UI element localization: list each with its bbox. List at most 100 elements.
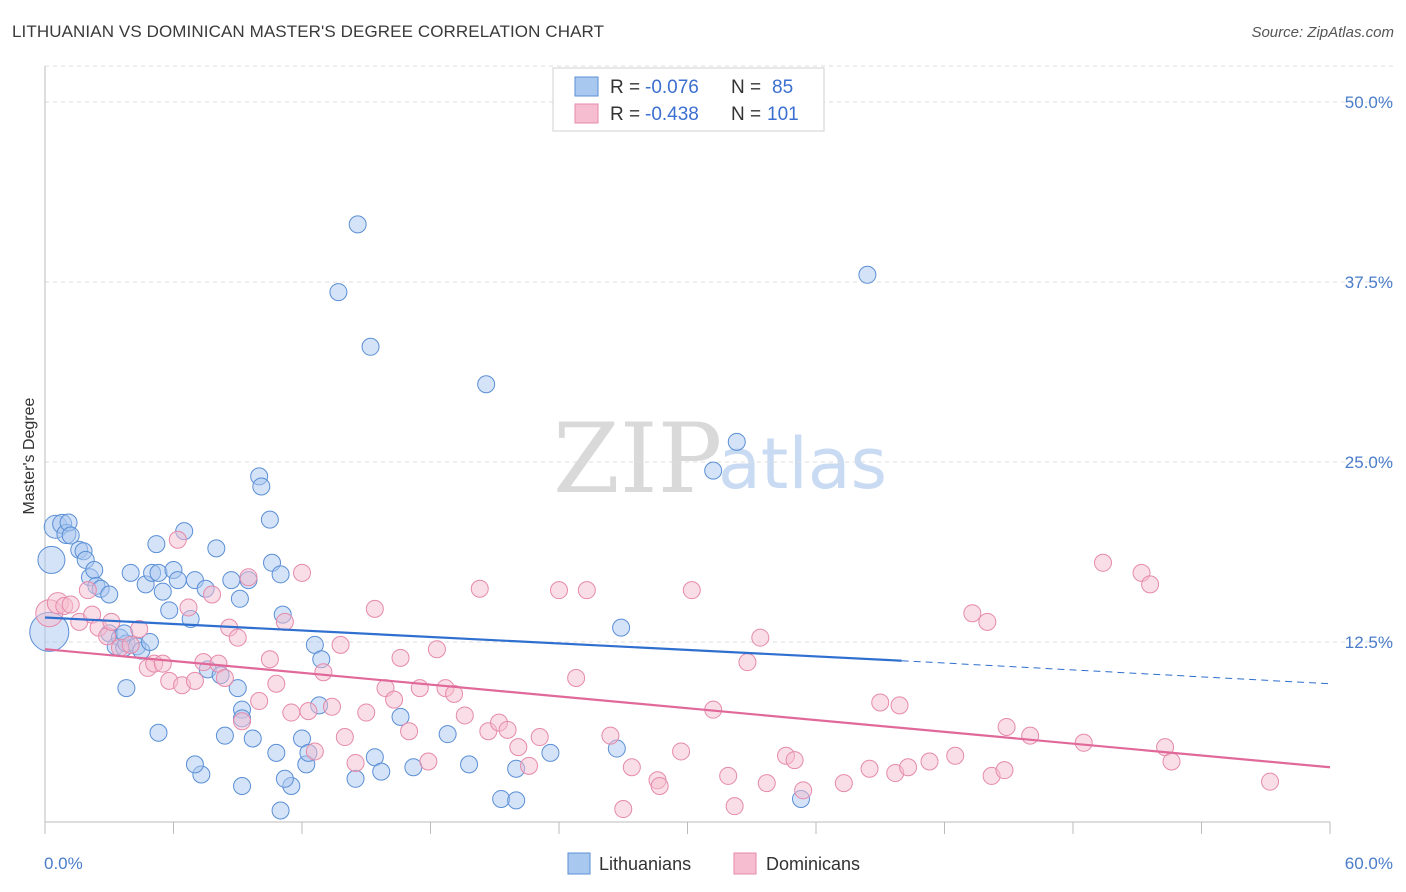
lithuanians-point	[121, 563, 140, 582]
dominicans-trend-line	[44, 648, 1331, 769]
dominicans-point	[672, 742, 691, 761]
stats-legend: R = -0.076 N = 85 R = -0.438 N = 101	[552, 67, 825, 132]
dominicans-point	[250, 692, 269, 711]
dominicans-point	[305, 742, 324, 761]
lithuanians-point	[612, 618, 631, 637]
dominicans-point	[185, 671, 204, 690]
dominicans-point	[391, 648, 410, 667]
dominicans-point	[614, 800, 633, 819]
lithuanians-point	[507, 791, 526, 810]
dominicans-point	[719, 766, 738, 785]
dominicans-point	[153, 654, 172, 673]
legend-n-label-1: N =	[731, 77, 761, 98]
dominicans-point	[751, 628, 770, 647]
lithuanians-point	[168, 571, 187, 590]
dominicans-point	[725, 797, 744, 816]
chart-source: Source: ZipAtlas.com	[1251, 24, 1394, 41]
watermark: ZIP atlas	[553, 403, 887, 515]
lithuanians-point	[492, 789, 511, 808]
dominicans-point	[121, 635, 140, 654]
dominicans-point	[427, 640, 446, 659]
lithuanians-point	[260, 510, 279, 529]
dominicans-point	[498, 720, 517, 739]
dominicans-point	[834, 774, 853, 793]
y-tick-label: 12.5%	[1345, 633, 1393, 652]
dominicans-point	[233, 712, 252, 731]
dominicans-point	[577, 581, 596, 600]
dominicans-point	[738, 653, 757, 672]
grid-lines	[45, 65, 1393, 643]
series-legend: Lithuanians Dominicans	[567, 852, 860, 875]
lithuanians-point	[348, 215, 367, 234]
y-tick-label: 37.5%	[1345, 273, 1393, 292]
dominicans-point	[601, 726, 620, 745]
dominicans-point	[282, 703, 301, 722]
lithuanians-point	[252, 477, 271, 496]
dominicans-point	[314, 663, 333, 682]
y-tick-label: 50.0%	[1345, 93, 1393, 112]
tick-labels: 12.5% 25.0% 37.5% 50.0% 0.0% 60.0%	[44, 93, 1393, 873]
lithuanians-point	[185, 755, 204, 774]
dominicans-point	[1162, 752, 1181, 771]
legend-r-label-1: R =	[610, 77, 640, 98]
dominicans-point	[239, 568, 258, 587]
lithuanians-point	[271, 565, 290, 584]
lithuanians-point	[215, 726, 234, 745]
dominicans-point	[228, 628, 247, 647]
dominicans-point	[567, 669, 586, 687]
dominicans-point	[997, 717, 1016, 736]
lithuanians-point	[149, 563, 168, 582]
dominicans-point	[682, 581, 701, 600]
dominicans-point	[400, 722, 419, 741]
dominicans-point	[130, 620, 149, 639]
dominicans-point	[860, 759, 879, 778]
lithuanians-point	[271, 801, 290, 820]
dominicans-point	[78, 581, 97, 600]
dominicans-point	[871, 693, 890, 712]
lithuanians-point	[149, 723, 168, 742]
x-tick-label: 60.0%	[1345, 854, 1393, 873]
dominicans-point	[335, 728, 354, 747]
y-axis-label: Master's Degree	[21, 397, 38, 514]
lithuanians-point	[160, 601, 179, 620]
lithuanians-points	[29, 215, 877, 820]
dominicans-point	[365, 599, 384, 618]
lithuanians-point	[85, 561, 104, 579]
dominicans-points	[35, 530, 1280, 819]
dominicans-point	[203, 585, 222, 604]
x-tick-label: 0.0%	[44, 854, 83, 873]
dominicans-point	[357, 703, 376, 722]
lithuanians-point	[207, 539, 226, 558]
dominicans-point	[168, 530, 187, 549]
dominicans-legend-swatch	[574, 103, 599, 124]
lithuanians-point	[117, 679, 136, 698]
dominicans-point	[470, 579, 489, 598]
dominicans-point	[1261, 772, 1280, 791]
watermark-atlas: atlas	[718, 423, 887, 505]
dominicans-point	[1021, 726, 1040, 745]
lithuanians-point	[228, 679, 247, 698]
dominicans-point	[61, 595, 80, 614]
lithuanians-point	[361, 337, 380, 356]
lithuanians-point	[267, 743, 286, 762]
lithuanians-trend-extension	[901, 660, 1331, 685]
dominicans-point	[550, 581, 568, 600]
lithuanians-point	[147, 535, 166, 554]
lithuanians-point	[153, 582, 172, 601]
dominicans-point	[299, 702, 318, 721]
dominicans-series-swatch	[733, 852, 757, 875]
dominicans-point	[275, 612, 294, 631]
dominicans-point	[622, 758, 641, 777]
lithuanians-point	[541, 743, 560, 762]
dominicans-point	[995, 761, 1014, 780]
dominicans-point	[215, 669, 234, 687]
dominicans-point	[1074, 733, 1093, 752]
dominicans-point	[179, 598, 198, 617]
dominicans-point	[757, 774, 776, 793]
trend-lines	[44, 616, 1331, 769]
dominicans-point	[509, 738, 528, 757]
legend-n-value-2: 101	[767, 104, 799, 125]
y-tick-label: 25.0%	[1345, 453, 1393, 472]
lithuanians-point	[346, 769, 365, 788]
dominicans-point	[963, 604, 982, 623]
